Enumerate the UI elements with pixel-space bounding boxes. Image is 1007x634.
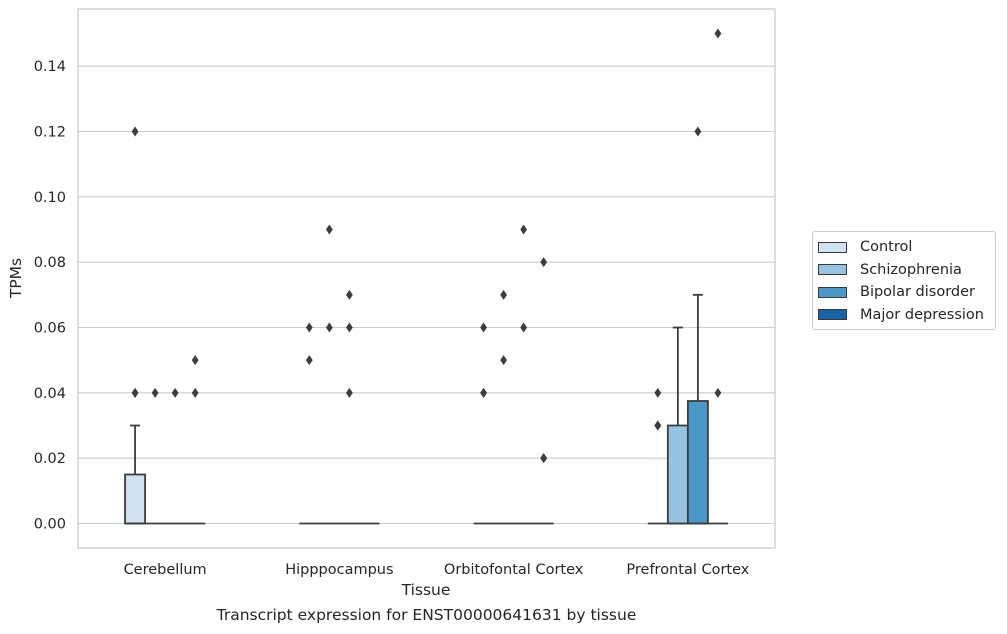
- box-bipolar-disorder: [165, 387, 186, 525]
- outlier-point: [151, 387, 159, 398]
- y-tick-label: 0.06: [34, 321, 66, 337]
- outlier-point: [325, 224, 333, 235]
- y-axis-tick-labels: 0.00 0.02 0.04 0.06 0.08 0.10 0.12 0.14: [34, 59, 66, 532]
- outlier-point: [131, 126, 139, 137]
- legend-label: Schizophrenia: [860, 261, 962, 278]
- y-tick-label: 0.04: [34, 386, 66, 402]
- y-tick-label: 0.02: [34, 451, 66, 467]
- plot-frame: [77, 8, 776, 549]
- outlier-point: [325, 322, 333, 333]
- outlier-point: [654, 420, 662, 431]
- outlier-point: [305, 355, 313, 366]
- outlier-point: [654, 387, 662, 398]
- legend-swatch: [818, 241, 847, 253]
- box-body: [686, 400, 709, 525]
- y-axis-label: TPMs: [7, 258, 25, 299]
- legend-item: Major depression: [813, 304, 995, 327]
- legend-swatch: [818, 309, 847, 321]
- x-tick-label: Orbitofontal Cortex: [444, 562, 584, 578]
- chart-caption: Transcript expression for ENST0000064163…: [216, 606, 637, 624]
- x-tick-label: Prefrontal Cortex: [626, 562, 749, 578]
- outlier-point: [345, 387, 353, 398]
- legend-swatch: [818, 264, 847, 276]
- box-body: [666, 424, 689, 525]
- outlier-point: [520, 322, 528, 333]
- box-control: [124, 126, 146, 525]
- legend-item: Control: [813, 236, 995, 259]
- outlier-point: [345, 322, 353, 333]
- box-control: [647, 387, 668, 525]
- legend-label: Control: [860, 239, 913, 256]
- x-axis-label: Tissue: [401, 581, 451, 599]
- box-bipolar-disorder: [339, 289, 360, 525]
- outlier-point: [305, 322, 313, 333]
- legend-label: Major depression: [860, 306, 984, 323]
- outlier-point: [714, 387, 722, 398]
- y-tick-label: 0.08: [34, 255, 66, 271]
- box-major-depression: [533, 257, 554, 525]
- x-tick-label: Hipppocampus: [285, 562, 393, 578]
- box-schizophrenia: [319, 224, 340, 525]
- box-bipolar-disorder: [686, 126, 709, 525]
- legend-item: Bipolar disorder: [813, 281, 995, 304]
- y-tick-label: 0.10: [34, 190, 66, 206]
- x-tick-label: Cerebellum: [124, 562, 207, 578]
- outlier-point: [480, 322, 487, 333]
- legend: Control Schizophrenia Bipolar disorder Majo…: [812, 231, 996, 330]
- outlier-point: [520, 224, 528, 235]
- outlier-point: [191, 387, 199, 398]
- legend-swatch: [818, 286, 847, 298]
- outlier-point: [131, 387, 139, 398]
- outlier-point: [480, 387, 487, 398]
- y-tick-label: 0.12: [34, 125, 66, 141]
- legend-item: Schizophrenia: [813, 259, 995, 282]
- box-schizophrenia: [493, 289, 514, 525]
- box-plots: [124, 28, 728, 525]
- box-body: [124, 473, 146, 525]
- outlier-point: [540, 257, 548, 268]
- legend-label: Bipolar disorder: [860, 284, 975, 301]
- outlier-point: [345, 289, 353, 300]
- outlier-point: [500, 355, 508, 366]
- x-axis-tick-labels: Cerebellum Hipppocampus Orbitofontal Corte…: [124, 562, 750, 578]
- box-bipolar-disorder: [513, 224, 534, 525]
- outlier-point: [694, 126, 702, 137]
- y-tick-label: 0.00: [34, 517, 66, 533]
- box-control: [473, 322, 494, 525]
- box-schizophrenia: [145, 387, 166, 525]
- outlier-point: [191, 355, 199, 366]
- outlier-point: [171, 387, 179, 398]
- outlier-point: [714, 28, 722, 39]
- box-major-depression: [185, 355, 206, 525]
- box-schizophrenia: [666, 326, 689, 525]
- outlier-point: [540, 453, 548, 464]
- plot-border: [77, 8, 776, 549]
- outlier-point: [500, 289, 508, 300]
- box-major-depression: [707, 28, 728, 525]
- y-tick-label: 0.14: [34, 59, 66, 75]
- box-control: [299, 322, 320, 525]
